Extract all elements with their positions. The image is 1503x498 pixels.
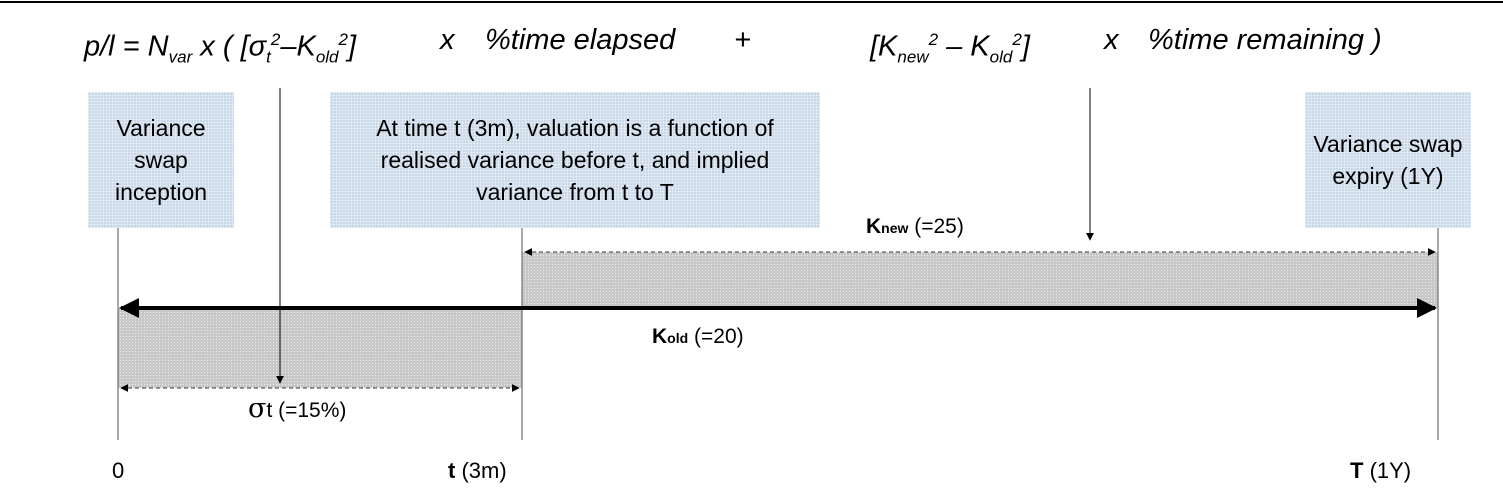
axis-t: t (3m): [448, 458, 507, 484]
inception-box: Variance swap inception: [88, 92, 234, 228]
expiry-box: Variance swap expiry (1Y): [1305, 92, 1471, 228]
formula-minus2: – K: [938, 30, 990, 63]
formula-kold-sub2: old: [989, 47, 1013, 67]
sigma-label-symbol: σ: [248, 393, 267, 424]
formula-sigma-sub: t: [266, 47, 271, 67]
formula-sigma-sup: 2: [270, 30, 281, 49]
formula-close2: ]: [1021, 30, 1030, 63]
axis-t-bold: t: [448, 458, 456, 483]
formula-times2: x: [1104, 24, 1119, 56]
kold-label-val: (=20): [688, 325, 744, 348]
sigma-label-val: (=15%): [272, 399, 347, 422]
formula-remaining: %time remaining ): [1148, 24, 1382, 56]
kold-label-sub: old: [667, 330, 689, 346]
sigma-label: σt (=15%): [248, 393, 347, 424]
formula-elapsed: %time elapsed: [485, 24, 676, 56]
formula-lhs: p/l = N: [84, 30, 169, 63]
formula-kold-sub1: old: [315, 47, 339, 67]
axis-T-bold: T: [1350, 458, 1364, 483]
realised-variance-band: [118, 308, 522, 388]
knew-label-k: K: [866, 215, 882, 238]
formula-lhs-sub: var: [168, 47, 193, 67]
kold-label-k: K: [652, 325, 668, 348]
implied-variance-band: [522, 252, 1438, 308]
formula-plus: +: [734, 24, 751, 56]
knew-label-val: (=25): [908, 215, 964, 238]
valuation-box: At time t (3m), valuation is a function …: [330, 92, 820, 228]
formula-kold-sup1: 2: [338, 30, 348, 49]
sigma-label-sub: t: [266, 399, 273, 422]
axis-t-rest: (3m): [455, 458, 507, 483]
axis-T: T (1Y): [1350, 458, 1411, 484]
formula-times1: x: [440, 24, 455, 56]
formula-right: [Knew2 – Kold2]: [870, 20, 1030, 77]
kold-label: Kold (=20): [652, 324, 744, 351]
formula-knew-sub: new: [897, 47, 929, 67]
formula-kold-sup2: 2: [1012, 30, 1022, 49]
knew-label-sub: new: [881, 220, 909, 236]
formula-minus1: –K: [280, 30, 316, 63]
knew-label: Knew (=25): [866, 214, 964, 241]
axis-zero: 0: [112, 458, 125, 483]
formula-open: x ( [σ: [192, 30, 267, 63]
formula-knew-open: [K: [870, 30, 898, 63]
formula-close1: ]: [347, 30, 357, 63]
formula-left: p/l = Nvar x ( [σt2–Kold2]: [84, 20, 356, 77]
formula-knew-sup: 2: [928, 30, 939, 49]
axis-T-rest: (1Y): [1363, 458, 1412, 483]
